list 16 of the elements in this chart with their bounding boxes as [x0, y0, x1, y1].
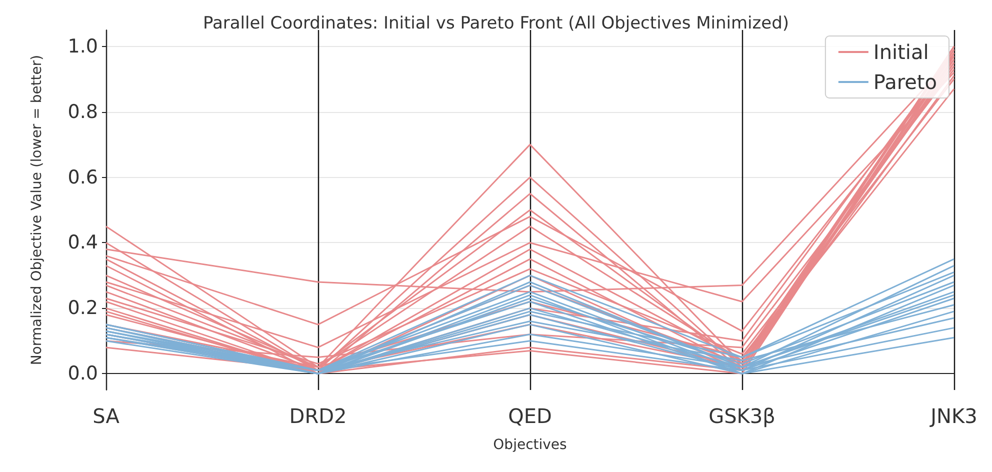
y-axis-title: Normalized Objective Value (lower = better)	[29, 54, 45, 366]
x-axis-title: Objectives	[493, 437, 567, 453]
x-tick-label: SA	[92, 404, 120, 428]
legend-label: Initial	[873, 40, 929, 64]
x-tick-label: JNK3	[928, 404, 978, 428]
x-tick-label: GSK3β	[708, 404, 776, 428]
legend-label: Pareto	[873, 70, 938, 94]
y-tick-label: 0.0	[68, 362, 98, 385]
y-tick-label: 0.4	[68, 232, 98, 254]
y-tick-label: 0.6	[68, 166, 98, 188]
y-tick-label: 1.0	[68, 35, 98, 58]
x-tick-label: DRD2	[289, 404, 347, 428]
chart-title: Parallel Coordinates: Initial vs Pareto Front (All Objectives Minimized)	[202, 14, 790, 34]
y-tick-label: 0.2	[68, 297, 98, 320]
y-tick-label: 0.8	[68, 100, 98, 123]
x-tick-label: QED	[508, 404, 552, 428]
